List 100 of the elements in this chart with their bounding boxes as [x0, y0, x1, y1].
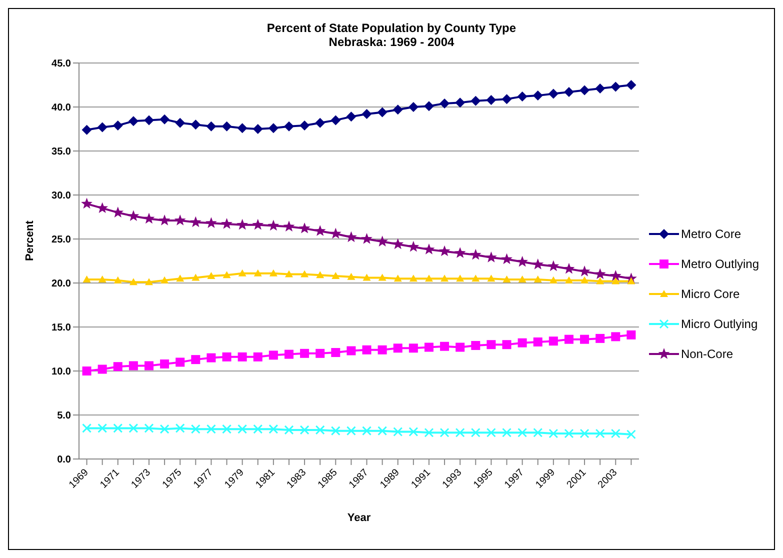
point: [594, 268, 606, 280]
point: [611, 332, 620, 342]
point: [315, 425, 325, 435]
point: [549, 276, 558, 284]
point: [112, 120, 123, 130]
point: [144, 423, 154, 433]
point: [222, 424, 232, 434]
point: [284, 121, 294, 132]
point: [82, 423, 92, 433]
point: [300, 348, 310, 358]
point: [502, 94, 512, 104]
point: [330, 115, 341, 126]
y-tick-label: 25.0: [52, 234, 72, 246]
point: [440, 98, 450, 108]
point: [268, 350, 278, 360]
point: [268, 123, 278, 134]
point: [346, 426, 356, 436]
point: [330, 426, 340, 436]
point: [128, 423, 138, 433]
point: [190, 424, 200, 434]
chart-subtitle: Nebraska: 1969 - 2004: [328, 35, 456, 49]
point: [440, 342, 450, 351]
point: [346, 112, 356, 122]
y-tick-label: 40.0: [52, 102, 72, 114]
point: [206, 424, 216, 434]
point: [501, 253, 512, 264]
point: [221, 218, 232, 229]
point: [533, 428, 543, 438]
point: [206, 353, 216, 362]
point: [438, 245, 450, 256]
point: [362, 426, 372, 436]
point: [314, 225, 326, 236]
point: [252, 218, 264, 230]
point: [486, 94, 496, 105]
point: [143, 212, 155, 224]
point: [253, 424, 263, 434]
point: [454, 247, 466, 258]
point: [564, 334, 574, 344]
point: [361, 233, 372, 244]
y-tick-label: 45.0: [52, 58, 72, 70]
point: [578, 266, 590, 276]
point: [160, 359, 170, 368]
point: [393, 426, 403, 436]
point: [502, 275, 511, 282]
point: [252, 124, 263, 134]
point: [316, 348, 325, 358]
y-axis-title: Percent: [24, 220, 36, 261]
point: [626, 430, 636, 440]
point: [610, 270, 622, 281]
point: [207, 272, 216, 279]
point: [174, 214, 186, 226]
point: [580, 428, 590, 438]
point: [378, 274, 386, 281]
point: [238, 352, 247, 362]
point: [610, 82, 621, 92]
point: [191, 355, 200, 364]
point: [408, 426, 418, 436]
point: [98, 364, 107, 374]
point: [190, 216, 202, 228]
y-tick-label: 10.0: [52, 366, 72, 378]
point: [486, 428, 496, 438]
point: [423, 244, 435, 254]
point: [595, 428, 605, 438]
point: [96, 202, 108, 214]
legend-label: Micro Outlying: [680, 317, 758, 331]
point: [222, 271, 231, 278]
point: [300, 425, 310, 435]
point: [175, 423, 185, 433]
point: [376, 236, 388, 246]
legend-label: Metro Outlying: [680, 257, 759, 271]
point: [283, 220, 295, 232]
y-tick-label: 5.0: [57, 410, 72, 422]
point: [284, 425, 294, 435]
point: [580, 334, 590, 344]
point: [175, 118, 186, 128]
point: [626, 330, 636, 340]
point: [532, 90, 543, 101]
point: [144, 115, 154, 126]
point: [502, 428, 512, 438]
point: [472, 274, 480, 282]
point: [564, 276, 573, 284]
point: [424, 428, 434, 438]
point: [362, 274, 371, 281]
point: [81, 198, 92, 209]
point: [548, 260, 560, 272]
point: [470, 96, 481, 106]
y-tick-label: 30.0: [52, 190, 72, 202]
point: [330, 228, 342, 239]
legend-label: Micro Core: [680, 287, 740, 301]
point: [128, 116, 138, 126]
point: [269, 269, 278, 276]
point: [440, 274, 449, 282]
point: [362, 109, 372, 120]
point: [128, 210, 140, 221]
point: [487, 274, 496, 282]
point: [471, 340, 480, 350]
point: [612, 277, 620, 284]
point: [160, 424, 170, 434]
point: [455, 98, 466, 108]
point: [268, 220, 280, 231]
